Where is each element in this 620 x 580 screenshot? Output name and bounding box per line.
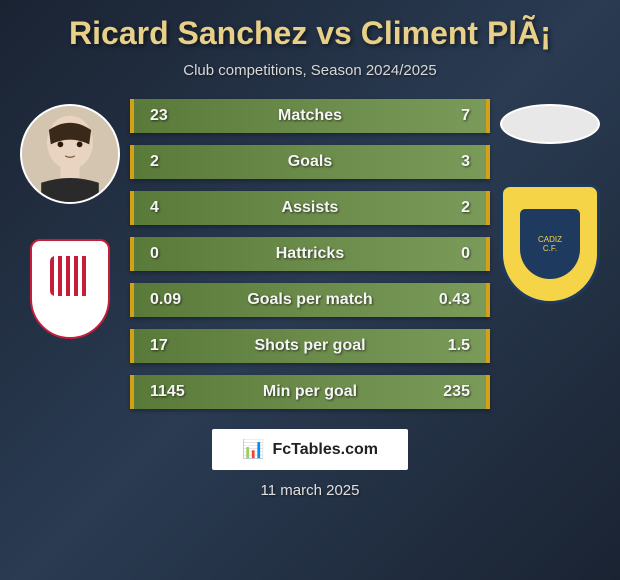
stat-right-value: 3: [420, 153, 470, 171]
stat-label: Assists: [282, 199, 339, 217]
stat-label: Goals per match: [247, 291, 372, 309]
stat-row-hattricks: 0 Hattricks 0: [130, 237, 490, 271]
cadiz-shield-icon: CADIZC.F.: [500, 184, 600, 304]
stat-right-value: 7: [420, 107, 470, 125]
stat-left-value: 0.09: [150, 291, 200, 309]
stat-row-goals: 2 Goals 3: [130, 145, 490, 179]
player-photo-right: [500, 104, 600, 144]
main-area: 23 Matches 7 2 Goals 3 4 Assists 2 0 Hat…: [0, 99, 620, 409]
stats-column: 23 Matches 7 2 Goals 3 4 Assists 2 0 Hat…: [130, 99, 490, 409]
stat-row-assists: 4 Assists 2: [130, 191, 490, 225]
brand-label: FcTables.com: [272, 441, 378, 459]
club-logo-right: CADIZC.F.: [500, 184, 600, 304]
left-player-column: [10, 99, 130, 349]
stat-left-value: 2: [150, 153, 200, 171]
fctables-badge[interactable]: 📊 FcTables.com: [212, 429, 408, 470]
comparison-subtitle: Club competitions, Season 2024/2025: [183, 62, 437, 79]
stat-left-value: 4: [150, 199, 200, 217]
stat-right-value: 1.5: [420, 337, 470, 355]
stat-right-value: 235: [420, 383, 470, 401]
granada-shield-icon: [30, 239, 110, 339]
stat-label: Matches: [278, 107, 342, 125]
comparison-title: Ricard Sanchez vs Climent PlÃ¡: [69, 15, 551, 52]
date-label: 11 march 2025: [261, 482, 360, 499]
club-logo-left: [20, 229, 120, 349]
player-avatar-icon: [22, 106, 118, 202]
stat-label: Hattricks: [276, 245, 344, 263]
stat-left-value: 0: [150, 245, 200, 263]
stat-right-value: 2: [420, 199, 470, 217]
stat-left-value: 17: [150, 337, 200, 355]
right-player-column: CADIZC.F.: [490, 99, 610, 304]
stat-label: Shots per goal: [254, 337, 365, 355]
stat-row-mpg: 1145 Min per goal 235: [130, 375, 490, 409]
stat-right-value: 0: [420, 245, 470, 263]
stat-row-matches: 23 Matches 7: [130, 99, 490, 133]
stat-row-gpm: 0.09 Goals per match 0.43: [130, 283, 490, 317]
footer: 📊 FcTables.com 11 march 2025: [212, 429, 408, 499]
stat-row-spg: 17 Shots per goal 1.5: [130, 329, 490, 363]
stat-label: Goals: [288, 153, 332, 171]
stat-left-value: 23: [150, 107, 200, 125]
page-container: Ricard Sanchez vs Climent PlÃ¡ Club comp…: [0, 0, 620, 580]
stat-label: Min per goal: [263, 383, 357, 401]
stat-left-value: 1145: [150, 383, 200, 401]
stat-right-value: 0.43: [420, 291, 470, 309]
chart-icon: 📊: [242, 439, 264, 460]
player-photo-left: [20, 104, 120, 204]
